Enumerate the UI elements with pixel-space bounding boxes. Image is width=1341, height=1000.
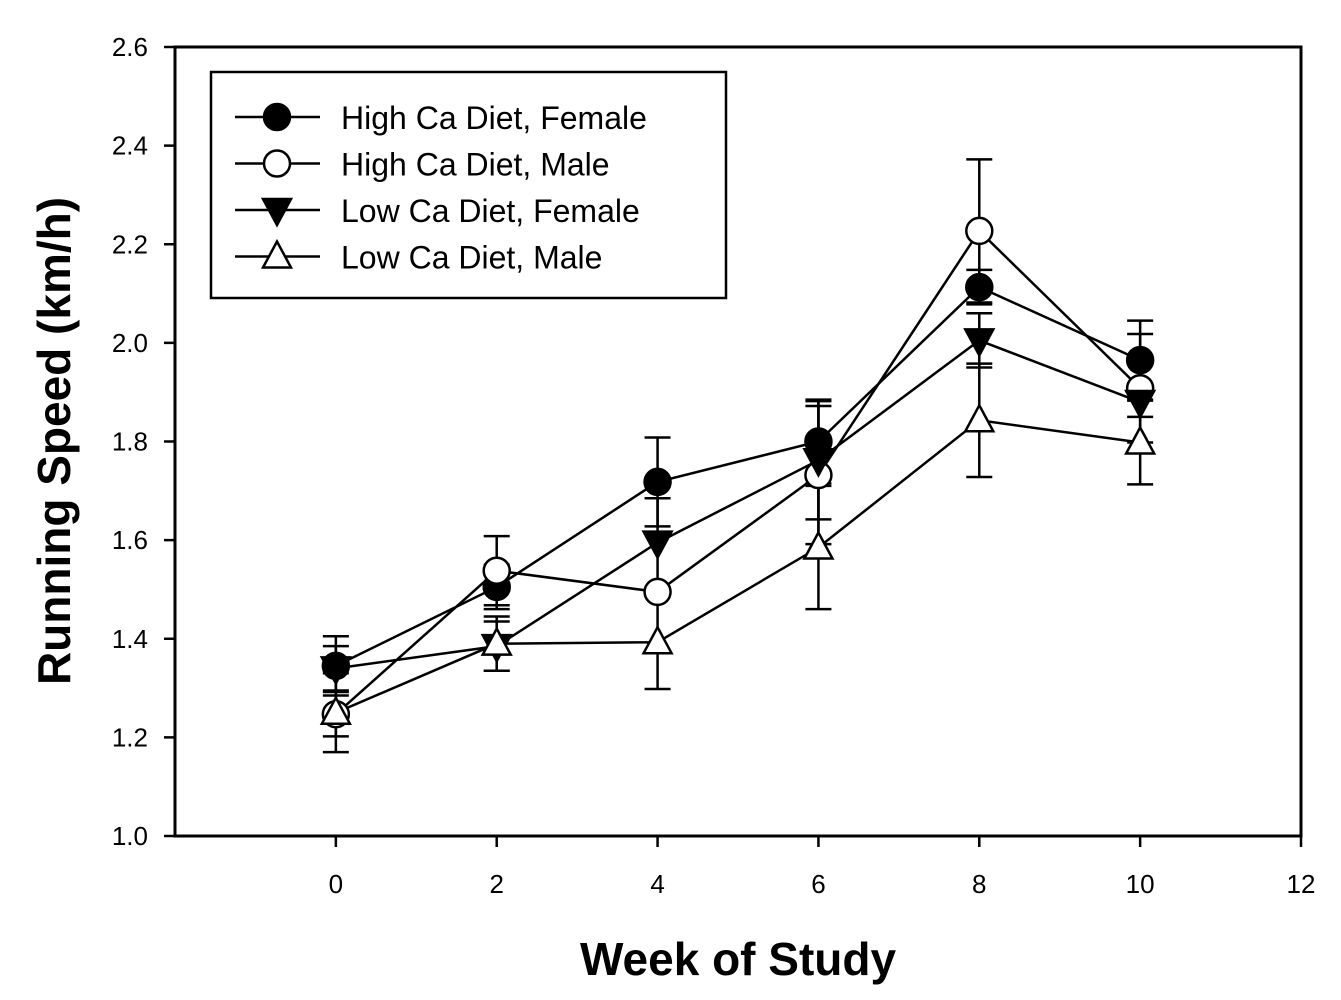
data-point <box>643 577 672 607</box>
data-point <box>319 656 352 686</box>
series-line-1 <box>335 285 1141 667</box>
data-point <box>802 529 835 560</box>
data-point <box>319 695 352 725</box>
y-tick-label: 2.4 <box>112 131 148 161</box>
series-markers-3 <box>319 328 1157 686</box>
y-axis-title: Running Speed (km/h) <box>28 197 80 685</box>
y-tick-label: 2.2 <box>112 229 148 259</box>
series-line-3 <box>335 338 1141 670</box>
y-tick-label: 1.4 <box>112 624 148 654</box>
data-point <box>963 402 996 433</box>
data-point <box>1125 345 1155 375</box>
y-tick-label: 1.8 <box>112 427 148 457</box>
series-markers-1 <box>321 272 1155 681</box>
x-tick-label: 10 <box>1126 869 1155 899</box>
error-bars-series-1 <box>322 268 1154 697</box>
legend-marker <box>260 238 294 269</box>
data-point <box>965 272 994 302</box>
y-tick-label: 2.0 <box>112 328 148 358</box>
data-point <box>641 624 674 655</box>
legend-label: Low Ca Diet, Female <box>341 193 640 229</box>
y-tick-label: 2.6 <box>112 32 148 62</box>
legend: High Ca Diet, Female High Ca Diet, Male Lo… <box>209 70 728 300</box>
x-tick-label: 12 <box>1287 869 1316 899</box>
legend-label: High Ca Diet, Male <box>341 147 610 183</box>
series-layer <box>319 158 1157 754</box>
data-point <box>802 447 835 478</box>
x-tick-label: 2 <box>489 869 503 899</box>
series-markers-4 <box>319 402 1157 725</box>
data-point <box>1124 389 1157 420</box>
legend-box <box>209 70 728 300</box>
y-axis: 1.0 1.2 1.4 1.6 1.8 2.0 2.2 2.4 2.6 <box>112 32 175 851</box>
data-point <box>641 530 674 561</box>
legend-marker <box>260 197 294 228</box>
x-tick-label: 0 <box>329 869 343 899</box>
series-line-4 <box>335 418 1141 714</box>
x-tick-label: 4 <box>650 869 664 899</box>
data-point <box>480 626 513 656</box>
y-tick-label: 1.0 <box>112 821 148 851</box>
y-tick-label: 1.2 <box>112 722 148 752</box>
series-line-2 <box>335 228 1142 716</box>
legend-marker <box>262 149 292 178</box>
legend-label: Low Ca Diet, Male <box>341 240 602 276</box>
x-tick-label: 6 <box>811 869 825 899</box>
legend-marker <box>262 102 292 132</box>
x-tick-label: 8 <box>972 869 986 899</box>
data-point <box>963 328 996 359</box>
legend-label: High Ca Diet, Female <box>341 100 647 136</box>
data-point <box>643 467 672 497</box>
data-point <box>965 216 994 246</box>
x-axis: 0 2 4 6 8 10 12 <box>329 836 1316 899</box>
data-point <box>1124 424 1157 455</box>
x-axis-title: Week of Study <box>580 933 897 985</box>
error-bars-series-4 <box>322 362 1154 754</box>
data-point <box>482 556 511 585</box>
y-tick-label: 1.6 <box>112 525 148 555</box>
